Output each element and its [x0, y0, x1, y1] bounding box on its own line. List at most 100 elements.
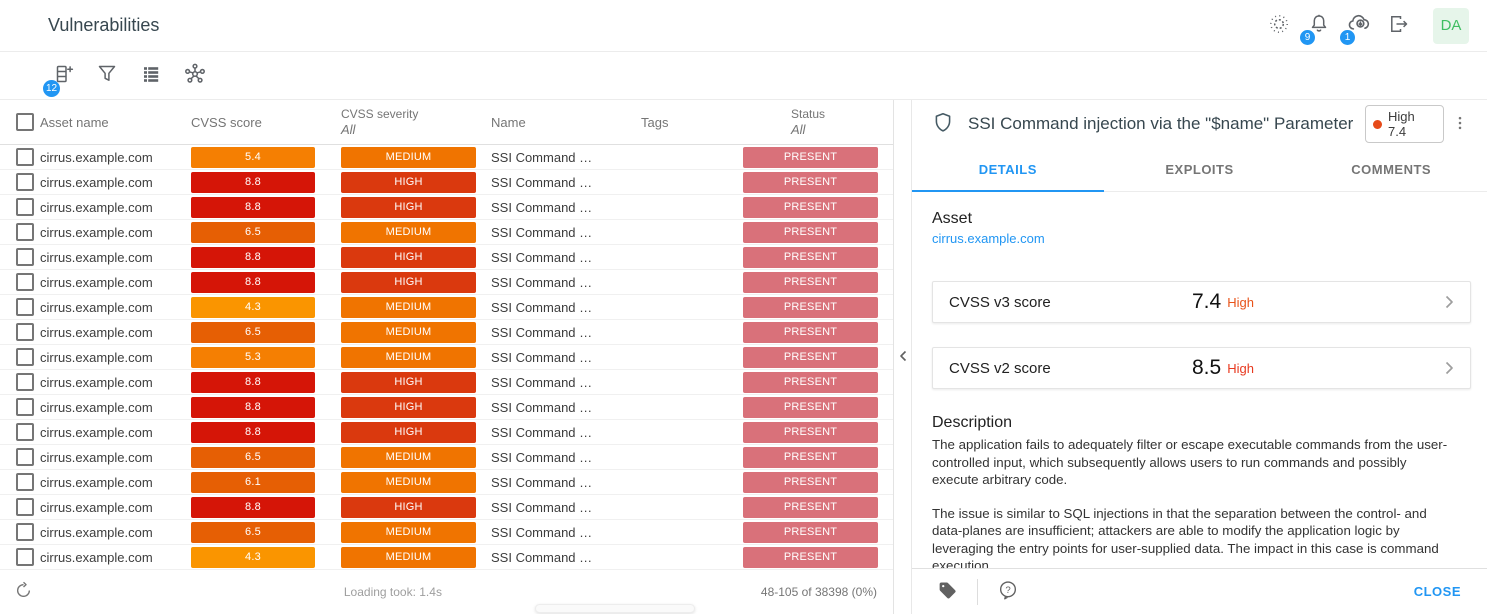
asset-name-cell: cirrus.example.com	[40, 149, 153, 165]
tag-icon	[937, 580, 958, 604]
horizontal-scrollbar[interactable]	[535, 604, 695, 613]
cvss-v2-card[interactable]: CVSS v2 score 8.5 High	[932, 347, 1471, 389]
table-row[interactable]: cirrus.example.com 6.5 MEDIUM SSI Comman…	[0, 445, 893, 470]
select-all-checkbox[interactable]	[16, 113, 34, 131]
header-tags[interactable]: Tags	[641, 114, 669, 130]
asset-name-cell: cirrus.example.com	[40, 399, 153, 415]
tab-details[interactable]: DETAILS	[912, 148, 1104, 192]
table-row[interactable]: cirrus.example.com 8.8 HIGH SSI Command …	[0, 270, 893, 295]
cvss-score-badge: 8.8	[191, 196, 315, 218]
cvss-severity-badge: MEDIUM	[341, 146, 476, 168]
vulnerability-name-cell: SSI Command injecti...	[491, 199, 593, 215]
header-cvss-score[interactable]: CVSS score	[191, 114, 262, 130]
table-row[interactable]: cirrus.example.com 5.3 MEDIUM SSI Comman…	[0, 345, 893, 370]
row-checkbox[interactable]	[16, 148, 34, 166]
details-tab-content: Asset cirrus.example.com CVSS v3 score 7…	[912, 192, 1487, 568]
cloud-download-button[interactable]: 1	[1339, 6, 1379, 46]
table-footer: Loading took: 1.4s 48-105 of 38398 (0%)	[0, 570, 893, 614]
avatar[interactable]: DA	[1433, 7, 1469, 44]
list-view-button[interactable]	[132, 57, 170, 95]
bell-icon	[1307, 12, 1331, 39]
row-checkbox[interactable]	[16, 548, 34, 566]
row-checkbox[interactable]	[16, 298, 34, 316]
cvss-severity-badge: MEDIUM	[341, 446, 476, 468]
kebab-menu-icon	[1451, 114, 1469, 135]
table-row[interactable]: cirrus.example.com 8.8 HIGH SSI Command …	[0, 495, 893, 520]
asset-link[interactable]: cirrus.example.com	[932, 231, 1045, 246]
vulnerability-detail-panel: SSI Command injection via the "$name" Pa…	[911, 100, 1487, 614]
tags-button[interactable]	[932, 577, 962, 607]
status-badge: PRESENT	[743, 421, 878, 443]
asset-name-cell: cirrus.example.com	[40, 274, 153, 290]
graph-view-button[interactable]	[176, 57, 214, 95]
refresh-button[interactable]	[8, 577, 38, 607]
filter-button[interactable]	[88, 57, 126, 95]
app-bar: Vulnerabilities 9 1	[0, 0, 1487, 52]
chevron-right-icon	[1442, 294, 1456, 310]
table-row[interactable]: cirrus.example.com 8.8 HIGH SSI Command …	[0, 170, 893, 195]
row-checkbox[interactable]	[16, 198, 34, 216]
description-paragraph: The issue is similar to SQL injections i…	[932, 505, 1439, 569]
table-row[interactable]: cirrus.example.com 8.8 HIGH SSI Command …	[0, 420, 893, 445]
loading-time-text: Loading took: 1.4s	[343, 585, 442, 599]
table-row[interactable]: cirrus.example.com 4.3 MEDIUM SSI Comman…	[0, 295, 893, 320]
row-checkbox[interactable]	[16, 448, 34, 466]
collapse-panel-button[interactable]	[895, 347, 911, 368]
cvss-severity-badge: MEDIUM	[341, 346, 476, 368]
row-checkbox[interactable]	[16, 373, 34, 391]
panel-tabs: DETAILS EXPLOITS COMMENTS	[912, 148, 1487, 192]
tab-exploits[interactable]: EXPLOITS	[1104, 148, 1296, 191]
add-column-button[interactable]: 12	[43, 57, 82, 97]
table-row[interactable]: cirrus.example.com 6.5 MEDIUM SSI Comman…	[0, 320, 893, 345]
status-badge: PRESENT	[743, 321, 878, 343]
header-asset-name[interactable]: Asset name	[40, 114, 109, 130]
table-row[interactable]: cirrus.example.com 6.5 MEDIUM SSI Comman…	[0, 520, 893, 545]
cvss-v3-rating: High	[1227, 294, 1254, 310]
status-badge: PRESENT	[743, 396, 878, 418]
row-checkbox[interactable]	[16, 398, 34, 416]
table-body: cirrus.example.com 5.4 MEDIUM SSI Comman…	[0, 145, 893, 570]
header-cvss-severity[interactable]: CVSS severity All	[341, 107, 419, 137]
table-row[interactable]: cirrus.example.com 8.8 HIGH SSI Command …	[0, 245, 893, 270]
tab-comments[interactable]: COMMENTS	[1295, 148, 1487, 191]
table-row[interactable]: cirrus.example.com 5.4 MEDIUM SSI Comman…	[0, 145, 893, 170]
header-status[interactable]: Status All	[791, 107, 826, 137]
asset-name-cell: cirrus.example.com	[40, 174, 153, 190]
more-options-button[interactable]	[1444, 107, 1477, 141]
cvss-severity-badge: HIGH	[341, 396, 476, 418]
panel-header: SSI Command injection via the "$name" Pa…	[912, 100, 1487, 148]
row-checkbox[interactable]	[16, 223, 34, 241]
help-button[interactable]: ?	[993, 577, 1023, 607]
row-checkbox[interactable]	[16, 473, 34, 491]
row-checkbox[interactable]	[16, 248, 34, 266]
vulnerability-name-cell: SSI Command injecti...	[491, 424, 593, 440]
table-row[interactable]: cirrus.example.com 6.1 MEDIUM SSI Comman…	[0, 470, 893, 495]
row-checkbox[interactable]	[16, 273, 34, 291]
status-filter-value[interactable]: All	[791, 122, 806, 137]
cvss-severity-badge: HIGH	[341, 246, 476, 268]
close-panel-button[interactable]: CLOSE	[1413, 584, 1461, 599]
table-row[interactable]: cirrus.example.com 8.8 HIGH SSI Command …	[0, 395, 893, 420]
row-checkbox[interactable]	[16, 498, 34, 516]
column-add-icon	[51, 62, 75, 89]
status-badge: PRESENT	[743, 546, 878, 568]
cvss-v3-card[interactable]: CVSS v3 score 7.4 High	[932, 281, 1471, 323]
row-checkbox[interactable]	[16, 423, 34, 441]
cvss-score-badge: 8.8	[191, 421, 315, 443]
severity-score-badge: High 7.4	[1365, 105, 1444, 143]
vulnerability-name-cell: SSI Command injecti...	[491, 449, 593, 465]
cloud-download-icon	[1346, 11, 1372, 40]
theme-toggle-button[interactable]	[1259, 6, 1299, 46]
severity-filter-value[interactable]: All	[341, 122, 356, 137]
row-checkbox[interactable]	[16, 348, 34, 366]
row-checkbox[interactable]	[16, 323, 34, 341]
table-row[interactable]: cirrus.example.com 6.5 MEDIUM SSI Comman…	[0, 220, 893, 245]
header-name[interactable]: Name	[491, 114, 526, 130]
table-row[interactable]: cirrus.example.com 8.8 HIGH SSI Command …	[0, 370, 893, 395]
notifications-button[interactable]: 9	[1299, 6, 1339, 46]
row-checkbox[interactable]	[16, 173, 34, 191]
table-row[interactable]: cirrus.example.com 4.3 MEDIUM SSI Comman…	[0, 545, 893, 570]
row-checkbox[interactable]	[16, 523, 34, 541]
logout-button[interactable]	[1379, 6, 1419, 46]
table-row[interactable]: cirrus.example.com 8.8 HIGH SSI Command …	[0, 195, 893, 220]
